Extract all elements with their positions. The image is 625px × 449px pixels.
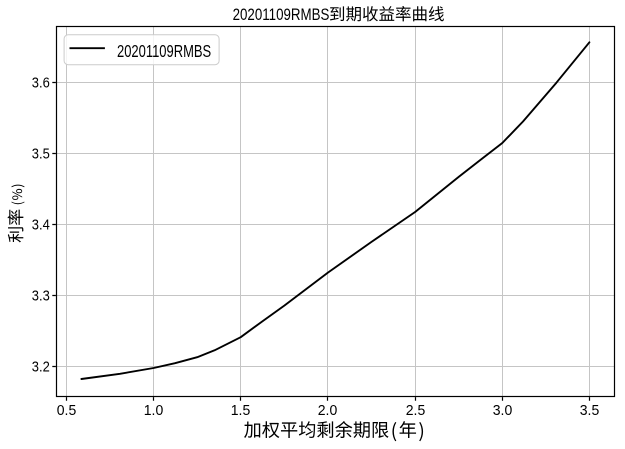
svg-text:3.2: 3.2 [32,360,50,376]
svg-text:20201109RMBS: 20201109RMBS [117,41,211,61]
svg-text:3.3: 3.3 [32,289,50,305]
svg-text:3.5: 3.5 [580,403,600,419]
svg-text:3.0: 3.0 [493,403,513,419]
svg-text:1.5: 1.5 [231,403,251,419]
svg-text:0.5: 0.5 [57,403,77,419]
svg-text:1.0: 1.0 [144,403,164,419]
svg-text:20201109RMBS: 20201109RMBS [233,5,330,24]
svg-text:3.5: 3.5 [32,147,50,163]
svg-text:3.4: 3.4 [32,218,50,234]
svg-text:2.0: 2.0 [318,403,338,419]
svg-text:2.5: 2.5 [406,403,426,419]
svg-text:3.6: 3.6 [32,76,50,92]
